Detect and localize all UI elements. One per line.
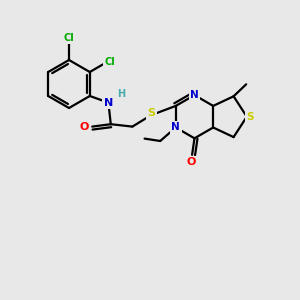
Text: O: O bbox=[187, 157, 196, 167]
Text: S: S bbox=[148, 108, 156, 118]
Text: H: H bbox=[117, 89, 125, 99]
Text: N: N bbox=[190, 90, 199, 100]
Text: N: N bbox=[104, 98, 113, 108]
Text: O: O bbox=[80, 122, 89, 132]
Text: Cl: Cl bbox=[64, 33, 74, 43]
Text: N: N bbox=[171, 122, 180, 133]
Text: Cl: Cl bbox=[104, 57, 115, 67]
Text: S: S bbox=[247, 112, 254, 122]
